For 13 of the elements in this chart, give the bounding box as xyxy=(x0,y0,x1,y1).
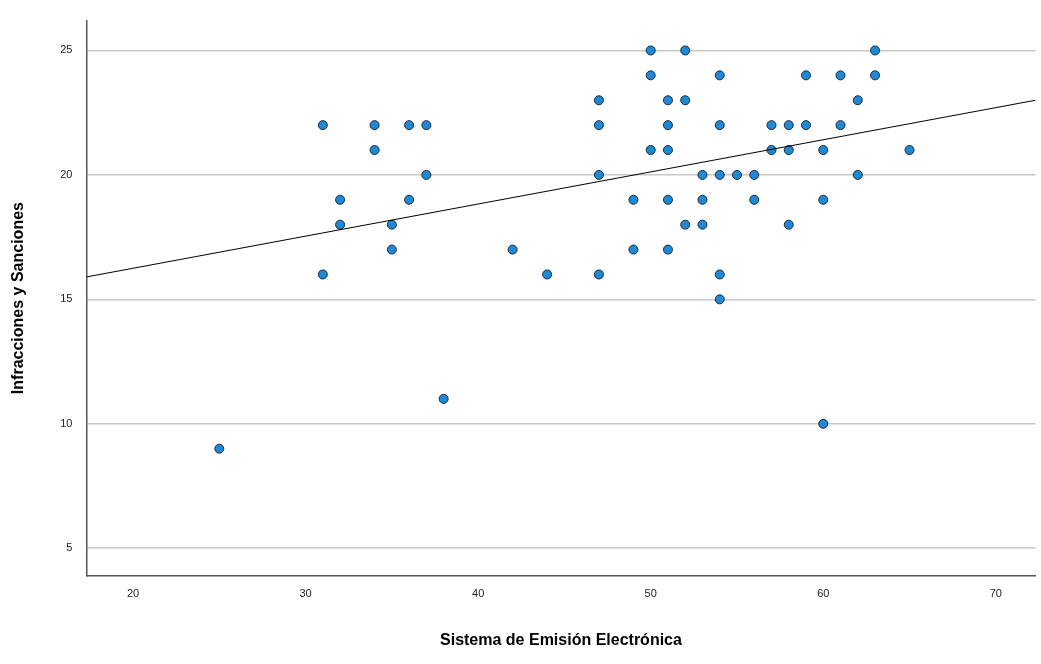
y-tick-label: 20 xyxy=(60,167,73,180)
x-tick-label: 30 xyxy=(299,587,312,600)
y-axis-title: Infracciones y Sanciones xyxy=(9,201,27,395)
x-tick-label: 20 xyxy=(126,587,140,600)
y-tick-label: 15 xyxy=(60,292,73,305)
x-axis-title: Sistema de Emisión Electrónica xyxy=(440,630,682,648)
x-tick-label: 70 xyxy=(989,587,1002,600)
x-tick-label: 50 xyxy=(644,587,657,600)
x-tick-label: 60 xyxy=(817,587,830,600)
y-tick-label: 25 xyxy=(60,43,73,56)
x-tick-label: 40 xyxy=(472,587,485,600)
y-tick-label: 10 xyxy=(60,416,73,429)
y-tick-label: 5 xyxy=(66,541,73,554)
